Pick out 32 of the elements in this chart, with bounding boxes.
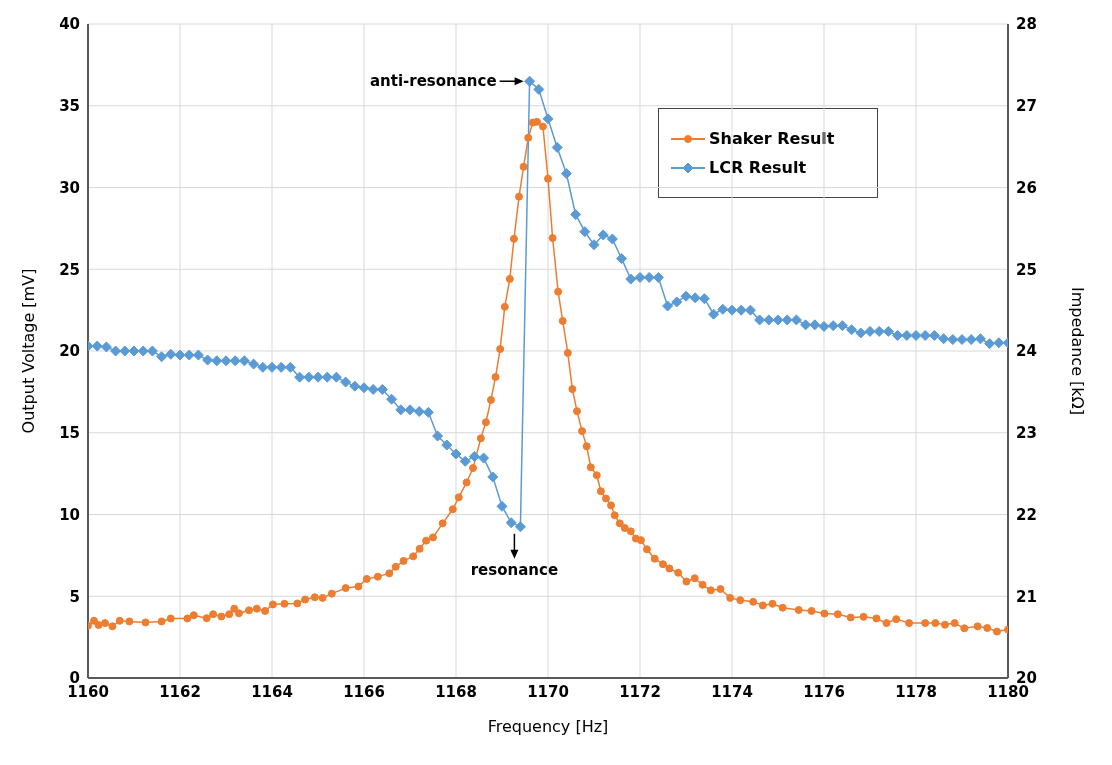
- x-tick-label: 1176: [803, 682, 845, 701]
- y-tick-label: 5: [69, 587, 80, 606]
- y-tick-label: 15: [59, 424, 80, 443]
- y2-tick-label: 21: [1016, 587, 1037, 606]
- x-tick-label: 1178: [895, 682, 937, 701]
- y2-tick-label: 23: [1016, 424, 1037, 443]
- y-tick-label: 30: [59, 178, 80, 197]
- y-tick-label: 20: [59, 342, 80, 361]
- y-tick-label: 25: [59, 260, 80, 279]
- legend-label: Shaker Result: [709, 129, 835, 148]
- annotation: anti-resonance: [369, 72, 497, 91]
- x-tick-label: 1174: [711, 682, 753, 701]
- y2-tick-label: 24: [1016, 342, 1037, 361]
- y2-tick-label: 27: [1016, 97, 1037, 116]
- annotation: resonance: [470, 560, 559, 579]
- y-tick-label: 10: [59, 505, 80, 524]
- y2-tick-label: 25: [1016, 260, 1037, 279]
- x-tick-label: 1172: [619, 682, 661, 701]
- x-axis-title: Frequency [Hz]: [487, 717, 609, 736]
- y-axis-title: Output Voltage [mV]: [18, 268, 38, 434]
- y2-axis-title: Impedance [kΩ]: [1068, 286, 1088, 416]
- legend-label: LCR Result: [709, 158, 807, 177]
- x-tick-label: 1164: [251, 682, 293, 701]
- y2-tick-label: 26: [1016, 178, 1037, 197]
- x-tick-label: 1166: [343, 682, 385, 701]
- y2-tick-label: 22: [1016, 505, 1037, 524]
- y2-tick-label: 28: [1016, 15, 1037, 34]
- y-tick-label: 40: [59, 15, 80, 34]
- x-tick-label: 1168: [435, 682, 477, 701]
- y-tick-label: 35: [59, 97, 80, 116]
- x-tick-label: 1162: [159, 682, 201, 701]
- x-tick-label: 1170: [527, 682, 569, 701]
